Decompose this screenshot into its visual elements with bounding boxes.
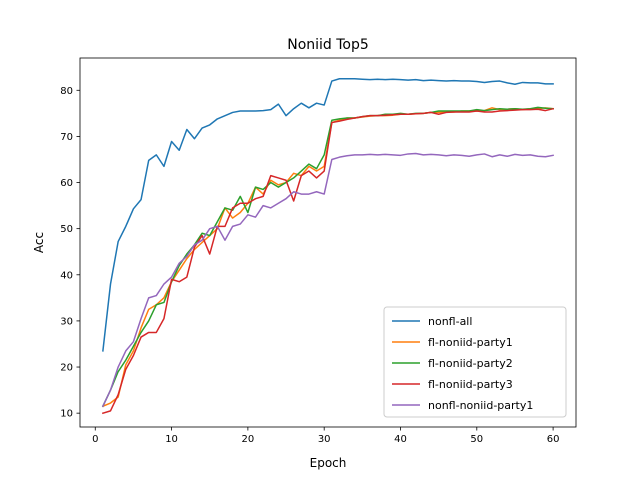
plot-area xyxy=(79,57,577,428)
series-line-fl-noniid-party2 xyxy=(101,106,554,408)
series-line-nonfl-all xyxy=(102,78,554,352)
y-tick-label: 80 xyxy=(60,86,73,97)
series-line-nonfl-noniid-party1 xyxy=(101,152,554,408)
x-tick-label: 0 xyxy=(92,434,98,445)
y-tick-label: 20 xyxy=(60,363,73,374)
y-axis: 10 20 30 40 50 60 70 80 xyxy=(60,86,80,420)
series-line-fl-noniid-party3 xyxy=(101,107,555,415)
y-tick-label: 40 xyxy=(60,270,73,281)
x-tick-label: 30 xyxy=(318,434,331,445)
x-tick-label: 40 xyxy=(394,434,407,445)
y-tick-label: 30 xyxy=(60,316,73,327)
y-tick-label: 50 xyxy=(60,224,73,235)
legend-entry: fl-noniid-party3 xyxy=(428,378,513,391)
x-axis: 0 10 20 30 40 50 60 xyxy=(92,427,559,445)
x-tick-label: 10 xyxy=(165,434,178,445)
y-axis-label: Acc xyxy=(32,232,46,253)
x-tick-label: 50 xyxy=(470,434,483,445)
legend-box xyxy=(383,306,567,418)
x-tick-label: 20 xyxy=(242,434,255,445)
legend-entry: fl-noniid-party1 xyxy=(428,336,513,349)
x-axis-label: Epoch xyxy=(310,456,347,470)
x-tick-label: 60 xyxy=(547,434,560,445)
legend: nonfl-all fl-noniid-party1 fl-noniid-party… xyxy=(383,306,567,418)
y-tick-label: 70 xyxy=(60,132,73,143)
legend-entry: nonfl-all xyxy=(428,315,472,328)
legend-entry: nonfl-noniid-party1 xyxy=(428,399,533,412)
chart-title: Noniid Top5 xyxy=(287,37,369,53)
y-tick-label: 60 xyxy=(60,178,73,189)
plot-frame xyxy=(79,57,577,428)
legend-entry: fl-noniid-party2 xyxy=(428,357,513,370)
y-tick-label: 10 xyxy=(60,409,73,420)
